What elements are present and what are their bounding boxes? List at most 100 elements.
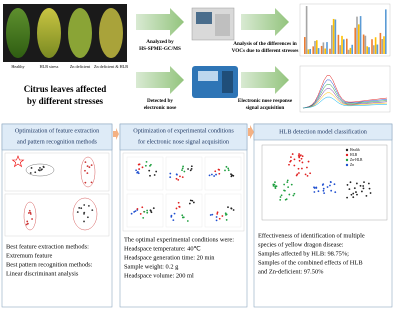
- decor-dot: [346, 184, 349, 186]
- step-label: signal acquisition: [246, 105, 285, 111]
- gcms-instrument: [191, 7, 235, 41]
- bar-chart-thumbnail: [299, 3, 391, 57]
- decor-dot: [292, 194, 295, 197]
- decor-dot: [27, 212, 30, 214]
- decor-dot: [37, 169, 40, 171]
- decor-dot: [29, 172, 32, 174]
- decor-dot: [191, 199, 194, 202]
- decor-bar: [316, 40, 318, 54]
- decor-line: [302, 92, 388, 109]
- decor-dot: [297, 172, 300, 174]
- decor-dot: [173, 212, 176, 215]
- decor-dot: [218, 172, 221, 175]
- ellipse: [23, 201, 37, 231]
- decor-bar: [309, 48, 311, 54]
- decor-bar: [334, 19, 337, 54]
- decor-dot: [146, 211, 149, 214]
- line-chart-thumbnail: [299, 65, 391, 113]
- decor-dot: [362, 187, 365, 190]
- decor-dot: [227, 167, 230, 170]
- decor-dot: [298, 159, 301, 162]
- decor-bar: [383, 36, 385, 54]
- decor-dot: [355, 182, 358, 185]
- decor-dot: [225, 165, 228, 168]
- decor-bar: [359, 16, 362, 55]
- decor-bar: [354, 27, 356, 54]
- decor-dot: [178, 206, 181, 208]
- decor-bar: [326, 42, 328, 54]
- decor-bar: [337, 34, 340, 54]
- decor-bar: [356, 16, 358, 54]
- decor-dot: [301, 167, 303, 170]
- leaf-label: Zn deficient: [70, 64, 91, 69]
- decor-dot: [218, 217, 221, 220]
- panel-header-bg: [119, 123, 248, 151]
- decor-bar: [305, 6, 308, 54]
- decor-dot: [273, 183, 276, 186]
- decor-dot: [91, 209, 94, 212]
- decor-bar: [358, 24, 360, 54]
- decor-dot: [321, 184, 324, 186]
- thumb-frame: [122, 152, 245, 232]
- decor-dot: [295, 174, 298, 177]
- decor-dot: [141, 166, 144, 169]
- decor-dot: [170, 215, 173, 218]
- decor-bar: [376, 44, 379, 54]
- decor-dot: [221, 215, 224, 217]
- decor-dot: [179, 175, 181, 178]
- arrow: [248, 125, 254, 139]
- decor-dot: [135, 169, 138, 172]
- plot-thumbnails: [4, 144, 388, 237]
- panel-text: Best feature extraction methods:: [6, 243, 89, 250]
- decor-dot: [304, 173, 307, 176]
- decor-bar: [320, 45, 323, 54]
- device-screen: [198, 71, 218, 81]
- decor-dot: [181, 167, 184, 170]
- decor-dot: [288, 163, 290, 166]
- decor-dot: [86, 216, 89, 219]
- decor-dot: [145, 160, 148, 163]
- decor-dot: [210, 173, 213, 176]
- thumb-frame: [165, 193, 203, 228]
- step-label: VOCs due to different stresses: [232, 48, 299, 54]
- panel-text: The optimal experimental conditions were…: [124, 236, 234, 243]
- legend-label: Zn-HLB: [350, 158, 363, 162]
- decor-dot: [293, 192, 296, 195]
- leaf-label: Healthy: [11, 64, 25, 69]
- panel-header: Optimization of feature extraction: [15, 127, 99, 134]
- decor-dot: [189, 199, 192, 202]
- decor-dot: [175, 173, 178, 176]
- legend-swatch: [345, 148, 349, 152]
- decor-bar: [385, 9, 387, 54]
- decor-dot: [40, 168, 43, 171]
- panel-header: Optimization of experimental conditions: [133, 127, 234, 134]
- decor-dot: [86, 165, 89, 168]
- decor-dot: [298, 153, 300, 155]
- step-label: Analysis of the differences in: [233, 41, 297, 47]
- arrows: [136, 8, 289, 94]
- ellipse: [80, 156, 96, 188]
- decor-bar: [362, 34, 365, 54]
- decor-dot: [213, 175, 216, 177]
- decor-dot: [352, 196, 355, 199]
- decor-dot: [306, 174, 309, 177]
- decor-dot: [301, 161, 304, 164]
- decor-dot: [326, 186, 329, 188]
- arrow: [241, 66, 289, 94]
- decor-bar: [381, 39, 383, 54]
- decor-dot: [84, 181, 87, 184]
- decor-dot: [322, 189, 325, 192]
- decor-bar: [374, 37, 377, 54]
- decor-dot: [144, 164, 147, 167]
- decor-bar: [312, 46, 314, 54]
- decor-dot: [172, 219, 175, 221]
- panel-text: Headspace temperature: 40℃: [124, 245, 201, 252]
- decor-dot: [78, 207, 81, 209]
- decor-dot: [218, 168, 221, 171]
- panel-text: Extremum feature: [6, 252, 52, 259]
- decor-dot: [279, 198, 282, 201]
- instrument-panel: [196, 12, 212, 24]
- decor-dot: [155, 170, 158, 173]
- decor-line: [302, 79, 388, 109]
- decor-dot: [183, 170, 186, 173]
